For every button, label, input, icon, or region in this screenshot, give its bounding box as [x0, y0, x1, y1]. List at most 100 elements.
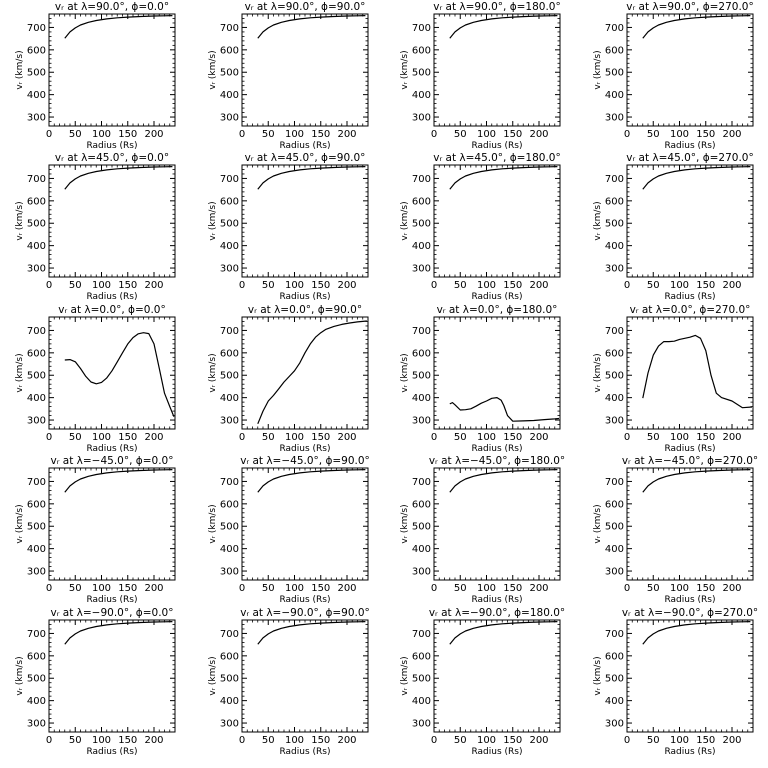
y-tick-label: 700 [27, 174, 46, 185]
x-tick-label: 50 [69, 129, 82, 140]
y-tick-label: 300 [412, 416, 431, 427]
axes-frame [433, 13, 561, 127]
y-tick-label: 500 [27, 68, 46, 79]
x-tick-label: 0 [431, 129, 437, 140]
y-tick-label: 300 [220, 416, 239, 427]
y-tick-label: 500 [412, 68, 431, 79]
x-tick-label: 150 [503, 280, 522, 291]
y-tick-label: 500 [412, 219, 431, 230]
axes-frame [48, 13, 176, 127]
y-tick-label: 600 [27, 651, 46, 662]
x-tick-label: 50 [262, 583, 275, 594]
series-line [257, 469, 366, 493]
y-tick-label: 400 [27, 696, 46, 707]
x-tick-label: 200 [722, 735, 741, 746]
x-tick-label: 50 [262, 129, 275, 140]
x-tick-label: 0 [239, 583, 245, 594]
x-tick-label: 0 [624, 583, 630, 594]
y-tick-label: 600 [27, 196, 46, 207]
x-tick-label: 200 [722, 583, 741, 594]
x-tick-label: 200 [144, 129, 163, 140]
y-tick-label: 500 [220, 522, 239, 533]
x-tick-label: 200 [144, 280, 163, 291]
subplot: vᵣ at λ=0.0°, ϕ=180.0° 0 50 100 150 200 300 400… [400, 304, 561, 454]
x-tick-label: 0 [624, 129, 630, 140]
subplot: vᵣ at λ=45.0°, ϕ=0.0° 0 50 100 150 200 300 400 5… [15, 152, 176, 302]
series-line [449, 15, 558, 39]
axes-frame [241, 13, 369, 127]
x-tick-label: 100 [285, 735, 304, 746]
y-tick-label: 700 [412, 326, 431, 337]
x-tick-label: 0 [624, 432, 630, 443]
subplot-title: vᵣ at λ=−45.0°, ϕ=270.0° [622, 455, 758, 467]
axes-frame [48, 467, 176, 581]
y-tick-label: 500 [605, 68, 624, 79]
axes-frame [48, 164, 176, 278]
axes-frame [48, 619, 176, 733]
y-axis-label: vᵣ (km/s) [400, 50, 410, 89]
y-tick-label: 400 [605, 393, 624, 404]
y-axis-label: vᵣ (km/s) [208, 656, 218, 695]
x-tick-label: 150 [503, 583, 522, 594]
x-tick-label: 100 [477, 280, 496, 291]
subplot: vᵣ at λ=90.0°, ϕ=270.0° 0 50 100 150 200 300 40… [593, 1, 754, 151]
x-tick-label: 150 [696, 129, 715, 140]
y-tick-label: 300 [412, 719, 431, 730]
y-tick-label: 400 [412, 393, 431, 404]
y-tick-label: 700 [605, 477, 624, 488]
x-axis-label: Radius (Rs) [471, 595, 522, 605]
axes-frame [48, 316, 176, 430]
y-tick-label: 400 [412, 544, 431, 555]
y-tick-label: 700 [412, 174, 431, 185]
y-tick-label: 600 [412, 196, 431, 207]
subplot: vᵣ at λ=0.0°, ϕ=90.0° 0 50 100 150 200 300 400 5… [208, 304, 369, 454]
series-line [64, 469, 173, 493]
x-tick-label: 150 [118, 735, 137, 746]
y-tick-label: 300 [412, 264, 431, 275]
x-axis-label: Radius (Rs) [471, 141, 522, 151]
subplot: vᵣ at λ=−45.0°, ϕ=180.0° 0 50 100 150 200 300 4… [400, 455, 565, 605]
axes-frame [626, 316, 754, 430]
series-line [64, 166, 173, 190]
x-tick-label: 200 [337, 280, 356, 291]
subplot-title: vᵣ at λ=0.0°, ϕ=90.0° [248, 304, 362, 316]
subplot: vᵣ at λ=−90.0°, ϕ=0.0° 0 50 100 150 200 300 400… [15, 607, 176, 757]
x-tick-label: 0 [624, 735, 630, 746]
x-tick-label: 200 [722, 129, 741, 140]
y-axis-label: vᵣ (km/s) [208, 504, 218, 543]
y-tick-label: 600 [220, 196, 239, 207]
x-tick-label: 100 [670, 280, 689, 291]
series-line [642, 469, 751, 493]
y-tick-label: 600 [412, 651, 431, 662]
x-tick-label: 100 [285, 583, 304, 594]
subplot: vᵣ at λ=90.0°, ϕ=180.0° 0 50 100 150 200 300 40… [400, 1, 561, 151]
y-tick-label: 300 [220, 719, 239, 730]
x-tick-label: 150 [696, 735, 715, 746]
x-tick-label: 0 [431, 735, 437, 746]
y-tick-label: 600 [605, 348, 624, 359]
y-tick-label: 700 [412, 477, 431, 488]
subplot-title: vᵣ at λ=−90.0°, ϕ=180.0° [429, 607, 565, 619]
y-tick-label: 300 [412, 567, 431, 578]
y-tick-label: 700 [605, 326, 624, 337]
y-axis-label: vᵣ (km/s) [593, 353, 603, 392]
y-tick-label: 700 [220, 629, 239, 640]
subplot-title: vᵣ at λ=45.0°, ϕ=0.0° [55, 152, 169, 164]
x-tick-label: 150 [503, 129, 522, 140]
subplot-title: vᵣ at λ=45.0°, ϕ=90.0° [245, 152, 366, 164]
y-tick-label: 500 [412, 371, 431, 382]
subplot-title: vᵣ at λ=−90.0°, ϕ=270.0° [622, 607, 758, 619]
subplot: vᵣ at λ=−90.0°, ϕ=180.0° 0 50 100 150 200 300 4… [400, 607, 565, 757]
y-tick-label: 700 [220, 326, 239, 337]
y-tick-label: 500 [27, 674, 46, 685]
y-axis-label: vᵣ (km/s) [15, 353, 25, 392]
subplot-title: vᵣ at λ=90.0°, ϕ=270.0° [626, 1, 754, 13]
y-axis-label: vᵣ (km/s) [15, 201, 25, 240]
x-axis-label: Radius (Rs) [471, 747, 522, 757]
axes-frame [433, 316, 561, 430]
x-tick-label: 150 [118, 432, 137, 443]
x-tick-label: 50 [69, 432, 82, 443]
series-line [449, 621, 558, 645]
x-tick-label: 100 [477, 129, 496, 140]
x-tick-label: 0 [431, 280, 437, 291]
